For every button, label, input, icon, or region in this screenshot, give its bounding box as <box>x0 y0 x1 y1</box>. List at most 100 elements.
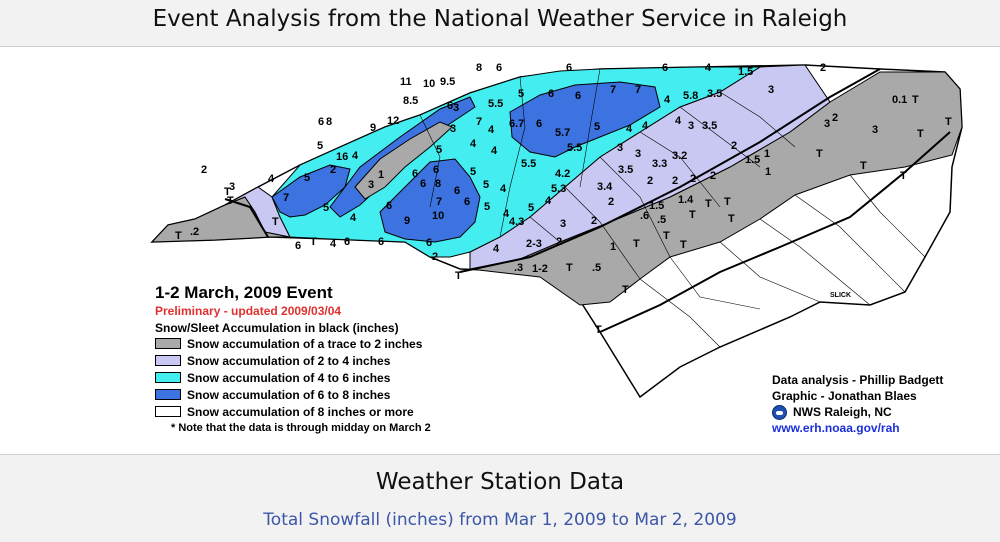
snow-value: 5 <box>323 202 329 214</box>
snow-value: 4 <box>642 120 649 132</box>
snow-value: 4 <box>705 62 712 74</box>
snow-value: T <box>455 270 462 282</box>
snow-value: 3.5 <box>618 164 633 176</box>
snow-value: 4 <box>503 208 510 220</box>
snow-value: 7 <box>610 84 616 96</box>
snow-value: T <box>595 324 602 336</box>
legend-item-label: Snow accumulation of 6 to 8 inches <box>187 387 391 402</box>
snow-value: 6 <box>295 240 301 252</box>
snow-value: 2 <box>820 62 826 74</box>
station-data-subtitle-link[interactable]: Total Snowfall (inches) from Mar 1, 2009… <box>263 510 737 530</box>
snow-value: 6 <box>426 237 432 249</box>
legend-item-6-8in: Snow accumulation of 6 to 8 inches <box>155 386 431 403</box>
snow-value: 6 <box>464 196 470 208</box>
snow-value: 5 <box>528 202 534 214</box>
snow-value: 6 <box>433 164 439 176</box>
snow-value: 1 <box>764 148 770 160</box>
snow-value: 3 <box>368 179 374 191</box>
zone-ridge-trace <box>354 121 453 200</box>
snow-value: 2 <box>330 164 336 176</box>
snow-value: 5.5 <box>567 142 582 154</box>
snow-value: 5 <box>304 172 310 184</box>
snow-value: .5 <box>592 262 601 274</box>
snow-value: 1.5 <box>738 66 753 78</box>
snow-value: 3 <box>560 218 566 230</box>
legend-item-2-4in: Snow accumulation of 2 to 4 inches <box>155 352 431 369</box>
snow-value: .6 <box>640 210 649 222</box>
snow-value: T <box>566 262 573 274</box>
snow-value: 12 <box>387 115 399 127</box>
snow-value: 5.3 <box>551 183 566 195</box>
snow-value: 3 <box>635 148 641 160</box>
snow-value: 2-3 <box>526 238 542 250</box>
snow-value: T <box>680 239 687 251</box>
snow-value: 3 <box>688 120 694 132</box>
snow-value: 2 <box>710 170 716 182</box>
snow-value: T <box>689 209 696 221</box>
snow-value: 1 <box>378 169 384 181</box>
snow-value: 7 <box>283 192 289 204</box>
legend-swatch <box>155 389 181 400</box>
snow-value: 3.5 <box>707 88 722 100</box>
snow-value: T <box>272 216 279 228</box>
legend-preliminary-note: Preliminary - updated 2009/03/04 <box>155 304 342 318</box>
legend-subtitle: Snow/Sleet Accumulation in black (inches… <box>155 321 399 335</box>
snow-value: 10 <box>423 78 435 90</box>
legend-item-label: Snow accumulation of 4 to 6 inches <box>187 370 391 385</box>
snow-value: 3 <box>824 118 830 130</box>
snow-value: T <box>633 238 640 250</box>
snow-value: 4 <box>664 94 671 106</box>
snow-value: 4 <box>470 138 477 150</box>
snow-value: 4 <box>500 183 507 195</box>
snow-value: 5 <box>518 88 524 100</box>
snow-value: 10 <box>432 210 444 222</box>
snow-value: 3 <box>450 123 456 135</box>
snow-value: 6.7 <box>509 118 524 130</box>
snow-value-labels: 11 10 9.5 8 6 6 6 4 1.5 2 8.5 6 5.5 5 6 … <box>175 62 952 336</box>
snow-value: T <box>945 116 952 128</box>
snow-value: 6 <box>344 236 350 248</box>
snow-value: 2 <box>832 112 838 124</box>
credit-office: NWS Raleigh, NC <box>793 405 892 419</box>
credit-url-link[interactable]: www.erh.noaa.gov/rah <box>772 421 900 435</box>
county-lines <box>419 68 926 348</box>
snow-value: 6 <box>662 62 668 74</box>
snow-value: 3.2 <box>672 150 687 162</box>
snow-value: 5 <box>484 201 490 213</box>
snow-value: 3.5 <box>702 120 717 132</box>
snow-value: 5.5 <box>488 98 503 110</box>
snow-value: 2 <box>690 173 696 185</box>
snow-value: T <box>175 230 182 242</box>
snow-value: 5.7 <box>555 127 570 139</box>
credit-graphic: Graphic - Jonathan Blaes <box>772 389 917 403</box>
snow-value: 6 <box>412 168 418 180</box>
map-credits: Data analysis - Phillip Badgett Graphic … <box>772 372 943 436</box>
zone-6-8in-west <box>271 164 351 218</box>
snow-value: T <box>622 284 629 296</box>
snow-value: 2 <box>672 175 678 187</box>
snowfall-map-panel: SLICK 11 10 9.5 8 6 6 6 4 1.5 2 8.5 6 5.… <box>0 47 1000 454</box>
credit-office-row: NWS Raleigh, NC <box>772 404 943 420</box>
legend-swatch <box>155 406 181 417</box>
snowfall-map: SLICK 11 10 9.5 8 6 6 6 4 1.5 2 8.5 6 5.… <box>150 62 963 399</box>
map-legend: 1-2 March, 2009 Event Preliminary - upda… <box>155 283 431 434</box>
snow-value: 7 <box>476 116 482 128</box>
snow-value: .2 <box>190 226 199 238</box>
noaa-logo-icon <box>772 404 787 420</box>
snow-value: 2 <box>608 196 614 208</box>
snow-value: 4 <box>545 195 552 207</box>
snow-value: 1.5 <box>649 200 664 212</box>
snow-value: T <box>917 128 924 140</box>
snow-value: T <box>900 170 907 182</box>
snow-value: 3 <box>768 84 774 96</box>
snow-value: 6 <box>575 90 581 102</box>
legend-item-trace-2in: Snow accumulation of a trace to 2 inches <box>155 335 431 352</box>
snow-value: 4 <box>493 243 500 255</box>
snow-value: 6 <box>420 178 426 190</box>
snow-value: 2 <box>731 140 737 152</box>
snow-value: 6 <box>318 116 324 128</box>
snow-value: 6 <box>447 100 453 112</box>
contour-lines <box>224 68 951 333</box>
legend-footnote: * Note that the data is through midday o… <box>171 422 431 434</box>
station-data-section: Weather Station Data Total Snowfall (inc… <box>0 454 1000 542</box>
